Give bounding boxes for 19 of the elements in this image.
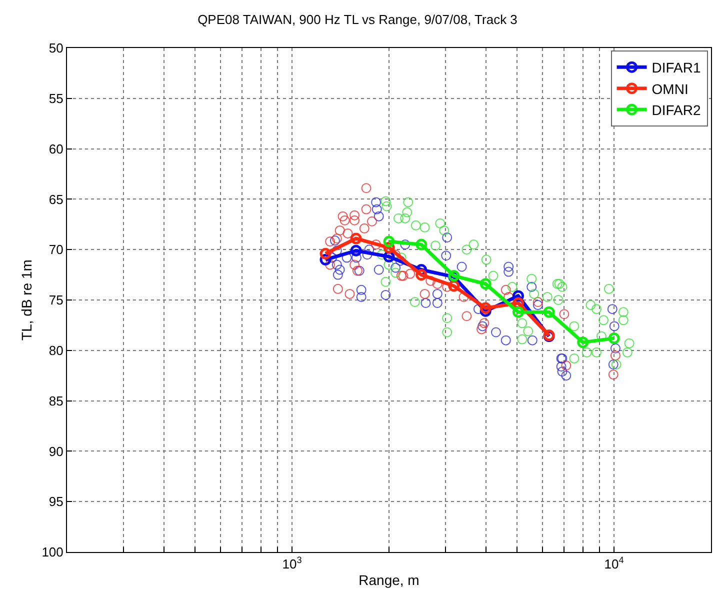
legend-label: DIFAR1 bbox=[652, 60, 702, 76]
y-tick-label: 65 bbox=[48, 192, 64, 207]
legend-label: OMNI bbox=[652, 80, 688, 97]
y-tick-label: 70 bbox=[48, 242, 64, 258]
x-tick-label: 10$^{4}$ bbox=[604, 555, 624, 572]
chart-title: QPE08 TAIWAN, 900 Hz TL vs Range, 9/07/08, Track 3 bbox=[198, 12, 518, 28]
x-axis-title: Range, m bbox=[358, 572, 420, 588]
y-tick-label: 55 bbox=[48, 90, 64, 106]
y-tick-label: 60 bbox=[48, 141, 64, 156]
y-tick-label: 75 bbox=[48, 292, 64, 308]
y-tick-label: 90 bbox=[48, 444, 64, 459]
y-axis-title: TL, dB re 1m bbox=[18, 260, 34, 340]
y-tick-label: 100 bbox=[42, 544, 64, 560]
y-tick-label: 85 bbox=[48, 393, 64, 408]
y-tick-label: 80 bbox=[48, 342, 64, 358]
legend-label: DIFAR2 bbox=[652, 102, 702, 118]
x-tick-label: 10$^{3}$ bbox=[282, 555, 302, 572]
y-tick-label: 95 bbox=[48, 494, 64, 510]
y-tick-label: 50 bbox=[48, 40, 64, 56]
